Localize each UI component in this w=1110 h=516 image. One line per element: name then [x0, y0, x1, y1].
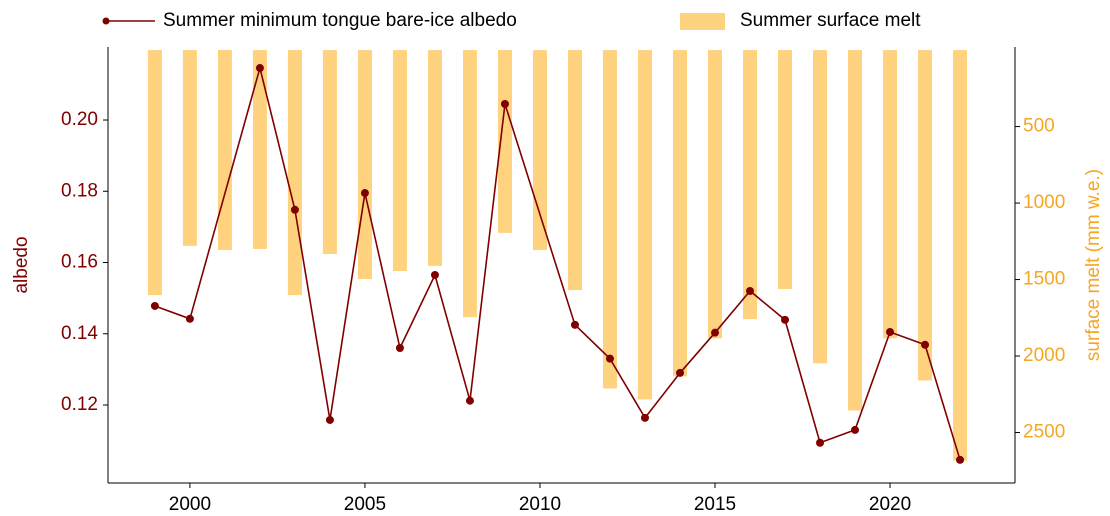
legend-label: Summer minimum tongue bare-ice albedo	[163, 10, 517, 31]
x-tick-label: 2005	[344, 494, 386, 515]
y2-tick-label: 500	[1023, 116, 1055, 137]
y-tick-label: 0.14	[61, 323, 98, 344]
marker	[851, 425, 860, 434]
y2-axis-label: surface melt (mm w.e.)	[1083, 169, 1104, 361]
bar	[813, 50, 828, 364]
marker	[325, 415, 334, 424]
legend-label: Summer surface melt	[740, 10, 921, 31]
y-axis-label: albedo	[11, 236, 32, 293]
marker	[921, 340, 930, 349]
bar	[182, 50, 197, 246]
marker	[746, 287, 755, 296]
bar	[462, 50, 477, 318]
y-tick-label: 0.12	[61, 394, 98, 415]
y2-tick-label: 1500	[1023, 269, 1065, 290]
x-tick-label: 2010	[519, 494, 561, 515]
marker	[430, 270, 439, 279]
bar	[672, 50, 687, 377]
marker	[640, 413, 649, 422]
y2-tick-label: 1000	[1023, 192, 1065, 213]
marker	[675, 368, 684, 377]
x-tick-label: 2000	[169, 494, 211, 515]
bar	[953, 50, 968, 461]
marker	[816, 438, 825, 447]
marker	[570, 320, 579, 329]
x-tick-label: 2020	[869, 494, 911, 515]
bar	[532, 50, 547, 251]
marker	[956, 455, 965, 464]
legend-marker	[102, 17, 110, 25]
bar	[427, 50, 442, 266]
x-tick-label: 2015	[694, 494, 736, 515]
marker	[185, 314, 194, 323]
marker	[290, 205, 299, 214]
marker	[360, 189, 369, 198]
bar	[637, 50, 652, 400]
marker	[255, 64, 264, 73]
bar	[708, 50, 723, 339]
marker	[465, 396, 474, 405]
marker	[605, 354, 614, 363]
marker	[500, 99, 509, 108]
bar	[357, 50, 372, 280]
legend-patch	[680, 13, 725, 30]
bar	[217, 50, 232, 251]
marker	[395, 343, 404, 352]
bar	[848, 50, 863, 411]
bar	[918, 50, 933, 381]
bar	[497, 50, 512, 233]
y-tick-label: 0.20	[61, 109, 98, 130]
marker	[150, 301, 159, 310]
bar	[392, 50, 407, 271]
bar	[287, 50, 302, 296]
marker	[886, 327, 895, 336]
bar	[252, 50, 267, 249]
bar	[883, 50, 898, 339]
marker	[781, 315, 790, 324]
bar	[322, 50, 337, 254]
bar	[778, 50, 793, 290]
bar	[147, 50, 162, 296]
y2-tick-label: 2000	[1023, 345, 1065, 366]
bar	[743, 50, 758, 320]
bar	[602, 50, 617, 389]
line	[154, 64, 961, 461]
y-tick-label: 0.16	[61, 252, 98, 273]
y-tick-label: 0.18	[61, 180, 98, 201]
marker	[711, 328, 720, 337]
bar	[567, 50, 582, 291]
y2-tick-label: 2500	[1023, 422, 1065, 443]
